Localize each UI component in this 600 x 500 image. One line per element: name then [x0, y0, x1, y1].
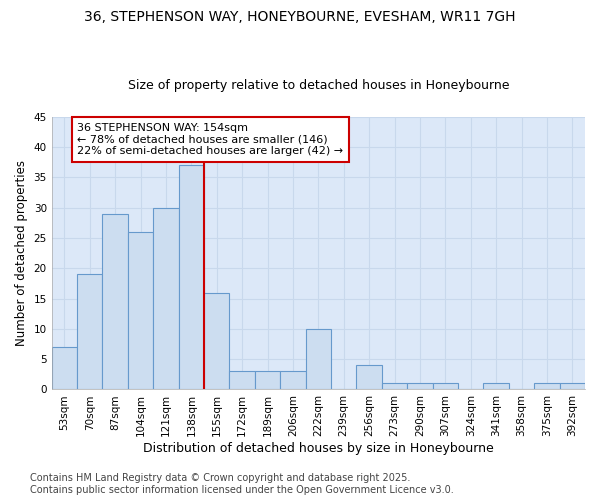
Bar [255, 372, 280, 390]
Bar [179, 166, 204, 390]
Bar [77, 274, 103, 390]
Text: 36 STEPHENSON WAY: 154sqm
← 78% of detached houses are smaller (146)
22% of semi: 36 STEPHENSON WAY: 154sqm ← 78% of detac… [77, 123, 343, 156]
X-axis label: Distribution of detached houses by size in Honeybourne: Distribution of detached houses by size … [143, 442, 494, 455]
Bar [382, 384, 407, 390]
Bar [229, 372, 255, 390]
Bar [103, 214, 128, 390]
Bar [305, 329, 331, 390]
Text: 36, STEPHENSON WAY, HONEYBOURNE, EVESHAM, WR11 7GH: 36, STEPHENSON WAY, HONEYBOURNE, EVESHAM… [84, 10, 516, 24]
Bar [280, 372, 305, 390]
Title: Size of property relative to detached houses in Honeybourne: Size of property relative to detached ho… [128, 79, 509, 92]
Bar [407, 384, 433, 390]
Bar [534, 384, 560, 390]
Text: Contains HM Land Registry data © Crown copyright and database right 2025.
Contai: Contains HM Land Registry data © Crown c… [30, 474, 454, 495]
Y-axis label: Number of detached properties: Number of detached properties [15, 160, 28, 346]
Bar [356, 365, 382, 390]
Bar [560, 384, 585, 390]
Bar [52, 347, 77, 390]
Bar [204, 292, 229, 390]
Bar [128, 232, 153, 390]
Bar [484, 384, 509, 390]
Bar [433, 384, 458, 390]
Bar [153, 208, 179, 390]
